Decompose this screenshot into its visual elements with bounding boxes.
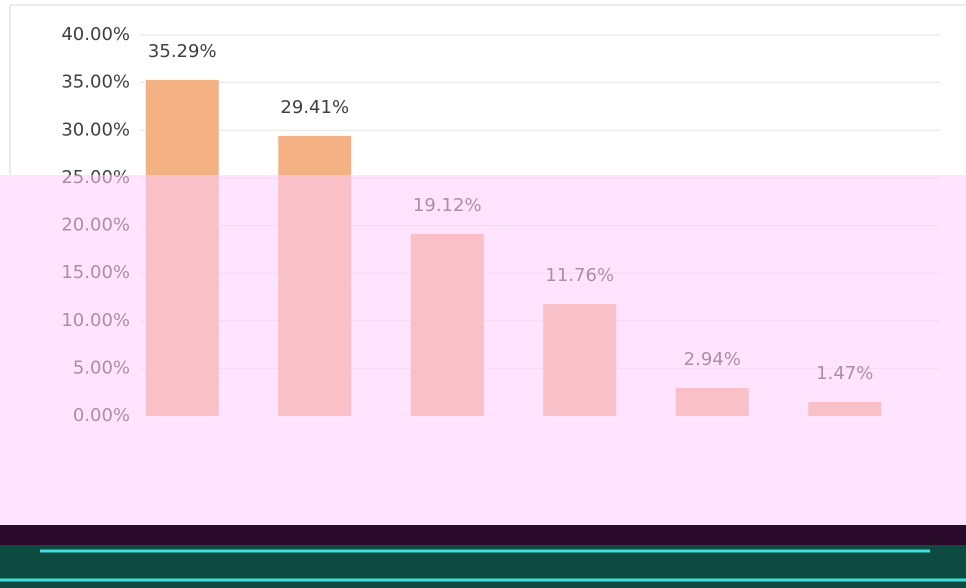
y-tick-label: 30.00% bbox=[61, 119, 130, 140]
data-label: 35.29% bbox=[148, 41, 217, 62]
y-tick-label: 35.00% bbox=[61, 72, 130, 93]
overlay bbox=[0, 175, 966, 525]
y-tick-label: 40.00% bbox=[61, 24, 130, 45]
overlay-band bbox=[0, 525, 966, 545]
data-label: 29.41% bbox=[280, 97, 349, 118]
